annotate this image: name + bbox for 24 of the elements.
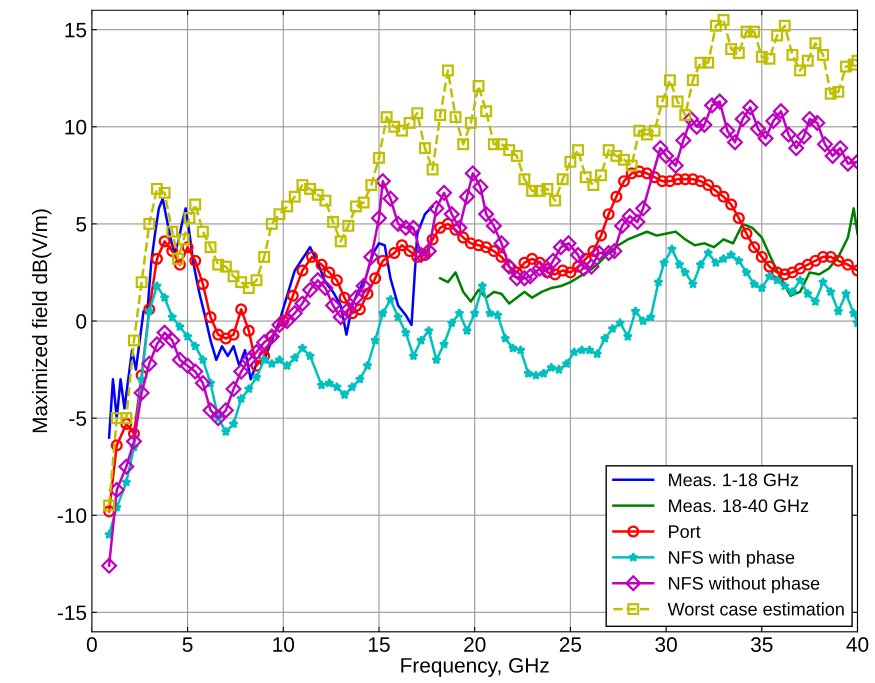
y-tick-label: 15 xyxy=(65,22,86,38)
legend-label: Port xyxy=(669,525,701,538)
x-tick-label: 10 xyxy=(273,637,294,652)
y-axis-title: Maximized field dB(V/m) xyxy=(32,209,52,432)
x-tick-label: 35 xyxy=(751,637,773,652)
x-tick-label: 5 xyxy=(182,637,192,652)
y-tick-label: -10 xyxy=(58,508,86,523)
x-tick-label: 15 xyxy=(368,637,390,652)
y-tick-label: 0 xyxy=(76,314,86,329)
legend-label: Meas. 1-18 GHz xyxy=(669,473,798,486)
y-tick-label: -15 xyxy=(58,606,86,620)
legend-label: Meas. 18-40 GHz xyxy=(669,499,808,512)
legend-label: Worst case estimation xyxy=(668,602,844,616)
x-tick-label: 0 xyxy=(86,637,97,652)
x-tick-label: 40 xyxy=(846,637,868,652)
legend-label: NFS without phase xyxy=(669,576,820,594)
x-tick-label: 30 xyxy=(655,637,677,652)
y-tick-label: -5 xyxy=(69,411,86,426)
x-tick-label: 20 xyxy=(464,637,486,652)
legend-label: NFS with phase xyxy=(669,550,794,568)
x-tick-label: 25 xyxy=(560,637,582,652)
y-tick-label: 10 xyxy=(65,120,86,135)
x-axis-title: Frequency, GHz xyxy=(401,658,549,677)
y-tick-label: 5 xyxy=(76,217,86,232)
